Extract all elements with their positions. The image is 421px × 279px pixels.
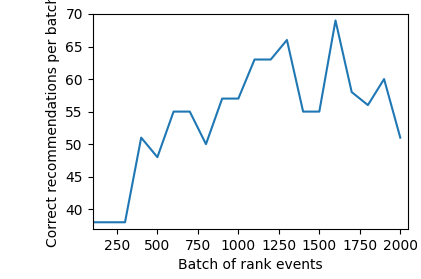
- Y-axis label: Correct recommendations per batch: Correct recommendations per batch: [46, 0, 60, 247]
- X-axis label: Batch of rank events: Batch of rank events: [178, 258, 323, 272]
